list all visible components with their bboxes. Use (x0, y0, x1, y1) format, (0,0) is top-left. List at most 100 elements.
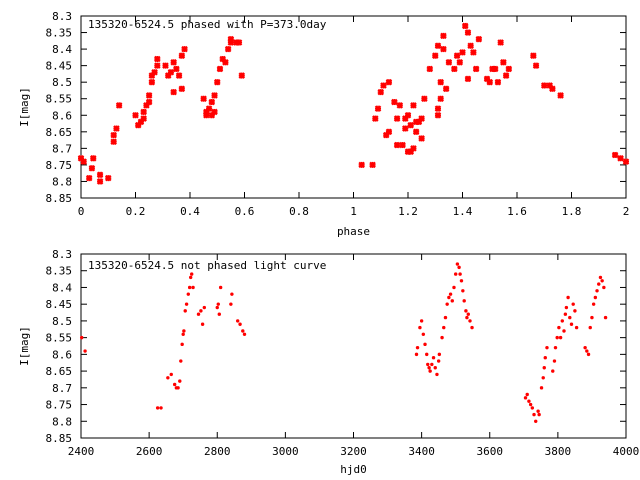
data-points (79, 262, 608, 423)
data-point (216, 65, 224, 73)
data-point (184, 302, 189, 306)
data-point (431, 52, 439, 59)
data-point (418, 135, 425, 142)
data-point (464, 309, 468, 313)
data-point (191, 285, 195, 290)
data-point (598, 275, 603, 280)
data-point (89, 155, 97, 162)
data-point (532, 62, 540, 69)
y-tick-label: 8.4 (52, 281, 72, 294)
data-point (218, 285, 223, 290)
data-point (222, 59, 229, 66)
data-point (542, 366, 546, 370)
data-point (196, 312, 201, 316)
data-point (500, 59, 507, 66)
y-tick-label: 8.3 (52, 10, 72, 23)
plot-frame (80, 253, 627, 439)
data-point (227, 35, 235, 43)
data-point (459, 49, 466, 56)
y-tick-label: 8.5 (52, 76, 72, 89)
data-point (440, 335, 444, 340)
data-point (242, 332, 247, 336)
unphased-light-curve-panel: 2400 2600 2800 3000 3200 3400 3600 3800 4000 8.3 8… (18, 248, 639, 476)
data-point (410, 145, 417, 152)
data-point (470, 49, 477, 56)
data-point (430, 362, 434, 367)
x-tick-label: 1.2 (398, 205, 418, 218)
data-point (115, 102, 123, 109)
data-point (440, 45, 447, 53)
data-point (622, 158, 630, 165)
data-point (238, 322, 242, 326)
y-tick-label: 8.85 (46, 192, 73, 205)
data-point (445, 59, 453, 66)
data-point (200, 322, 205, 326)
data-point (585, 349, 589, 353)
data-point (600, 279, 604, 283)
y-tick-label: 8.5 (52, 315, 72, 328)
y-tick-label: 8.4 (52, 43, 72, 56)
data-point (562, 329, 566, 333)
data-point (166, 376, 170, 380)
data-point (453, 52, 461, 59)
data-point (188, 275, 193, 280)
x-axis-label: phase (337, 225, 370, 238)
data-point (79, 335, 84, 340)
data-point (425, 352, 429, 357)
data-point (450, 299, 454, 303)
data-point (154, 62, 161, 69)
data-point (470, 325, 474, 330)
data-point (555, 335, 559, 340)
data-point (583, 345, 587, 350)
data-point (182, 329, 186, 333)
data-point (552, 359, 557, 363)
data-point (110, 138, 117, 146)
data-point (170, 88, 177, 96)
y-tick-label: 8.6 (52, 109, 72, 122)
y-tick-label: 8.6 (52, 348, 72, 361)
data-point (437, 95, 444, 103)
data-point (401, 125, 409, 132)
data-point (151, 68, 158, 76)
data-point (534, 419, 538, 423)
data-point (181, 45, 188, 53)
data-point (216, 302, 220, 306)
y-tick-label: 8.75 (46, 159, 73, 172)
data-point (545, 345, 549, 350)
data-point (423, 342, 427, 347)
data-point (369, 161, 376, 169)
data-point (148, 78, 156, 86)
data-point (181, 332, 185, 336)
data-point (433, 366, 437, 370)
data-point (215, 305, 219, 310)
data-point (443, 315, 448, 320)
x-tick-label: 0.6 (235, 205, 255, 218)
data-point (440, 32, 447, 40)
data-point (525, 392, 529, 397)
data-point (573, 309, 577, 313)
data-point (437, 78, 444, 86)
data-point (436, 359, 441, 363)
data-point (530, 52, 537, 59)
y-tick-label: 8.55 (46, 332, 73, 345)
data-point (564, 305, 569, 310)
data-point (475, 35, 483, 43)
data-point (399, 141, 406, 149)
data-point (113, 125, 120, 132)
data-point (230, 292, 234, 296)
data-point (199, 309, 203, 313)
data-point (543, 356, 547, 360)
data-point (372, 115, 379, 122)
data-point (235, 39, 243, 46)
data-point (88, 164, 96, 172)
data-point (385, 128, 393, 136)
x-tick-label: 2400 (68, 445, 95, 458)
x-tick-label: 0.4 (180, 205, 200, 218)
data-point (591, 302, 596, 306)
data-point (418, 115, 425, 122)
data-point (435, 372, 439, 377)
data-point (173, 65, 180, 73)
data-point (419, 319, 424, 323)
data-point (568, 315, 572, 320)
